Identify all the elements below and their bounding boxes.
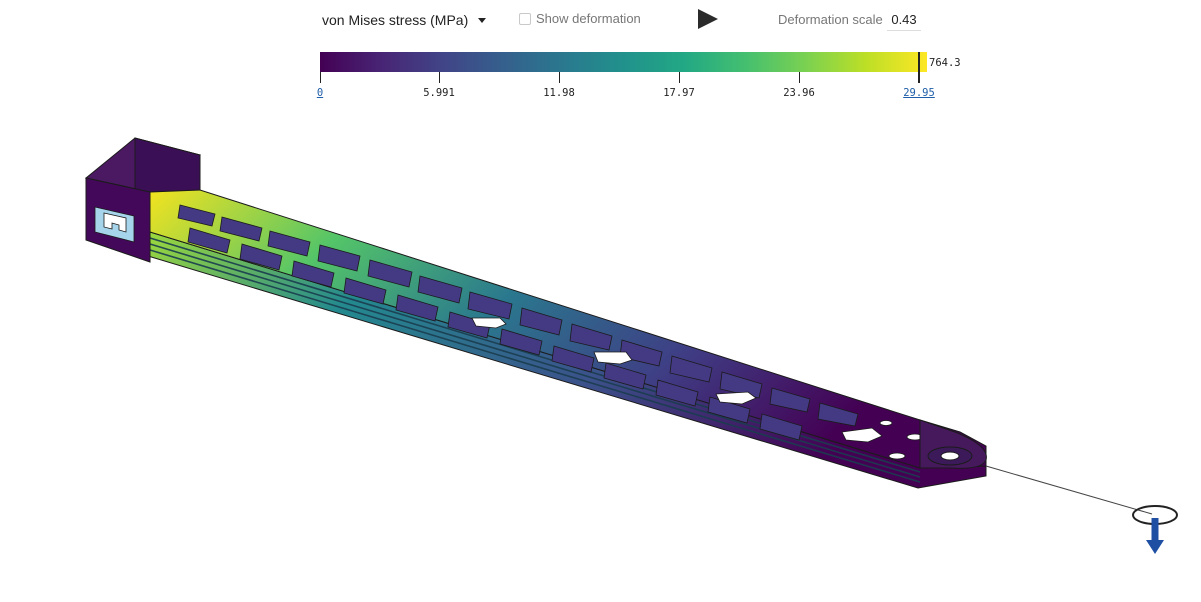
colorbar-tick-label: 11.98 [543,87,575,99]
colorbar-tick-label: 23.96 [783,87,815,99]
colorbar-min-link[interactable]: 0 [316,87,324,99]
fixed-support-icon [94,206,135,243]
colorbar-max-marker [918,52,920,83]
colorbar-tick-label: 5.991 [423,87,455,99]
result-type-dropdown[interactable]: von Mises stress (MPa) [322,9,487,31]
lattice-holes [471,317,924,460]
colorbar-tick [799,72,800,83]
colorbar-max-link[interactable]: 29.95 [903,87,935,99]
show-deformation-label: Show deformation [536,11,641,26]
result-type-label: von Mises stress (MPa) [322,12,469,28]
stress-color-legend [320,52,927,72]
colorbar-tick [679,72,680,83]
tip-pin-hole [940,451,960,461]
deformation-scale-label: Deformation scale [778,12,883,27]
play-animation-button[interactable] [697,8,719,30]
play-icon [698,9,718,29]
deformation-scale-input[interactable] [887,9,921,31]
lattice-pockets [177,204,859,441]
show-deformation-checkbox[interactable] [519,12,531,25]
colorbar-tick [320,72,321,83]
show-deformation-toggle[interactable]: Show deformation [519,11,641,26]
chevron-down-icon [478,17,487,23]
colorbar-max-value: 764.3 [929,57,961,69]
colorbar-tick [559,72,560,83]
load-leader-line [985,465,1153,515]
arm-top-face [149,189,987,469]
colorbar-tick [439,72,440,83]
result-toolbar: von Mises stress (MPa) Show deformation … [0,0,1201,40]
force-arrow-icon[interactable] [1146,518,1164,554]
colorbar-tick-label: 17.97 [663,87,695,99]
